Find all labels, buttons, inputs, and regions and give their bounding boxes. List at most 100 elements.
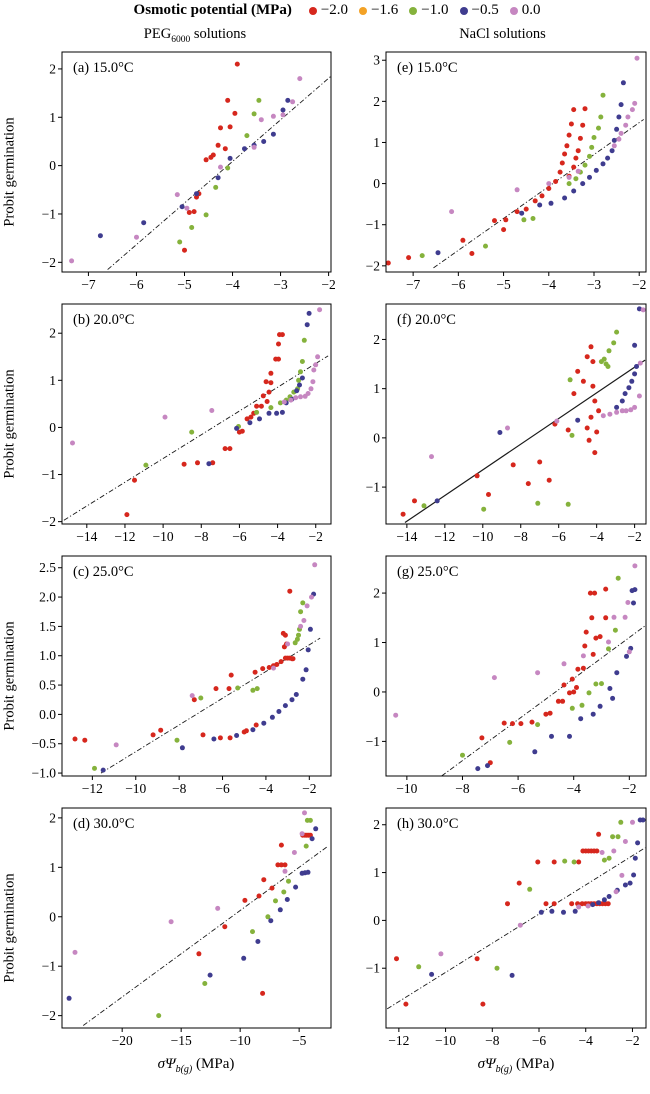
data-point [280,107,286,113]
data-point [636,393,642,399]
data-point [236,429,242,435]
data-point [510,462,516,468]
y-tick-label: 1.5 [39,619,56,634]
data-point [179,745,185,751]
data-point [217,735,223,741]
panel-h-series-blue [429,817,646,978]
data-point [518,721,524,727]
legend-item-3: −0.5 [459,2,499,19]
data-point [277,400,283,406]
data-point [158,727,164,733]
data-point [555,698,561,704]
data-point [517,922,523,928]
data-point [234,425,240,431]
data-point [571,164,577,170]
plot-frame [61,807,332,1029]
data-point [279,409,285,415]
data-point [546,477,552,483]
panel-b-series-blue [206,310,312,467]
panel-g-label: (g) 25.0°C [397,564,458,580]
data-point [70,440,75,446]
plot-frame [385,807,647,1029]
data-point [232,110,238,116]
data-point [632,371,638,377]
data-point [543,901,549,907]
data-point [271,665,276,671]
data-point [503,217,509,223]
data-point [189,693,195,699]
panel-d-series-blue [66,826,319,1001]
data-point [624,653,629,659]
data-point [299,375,305,381]
x-tick-label: −6 [451,277,466,292]
xaxis-titles: σΨb(g) (MPa) σΨb(g) (MPa) [0,1056,650,1086]
data-point [588,414,594,420]
data-point [269,885,275,891]
data-point [270,113,276,119]
data-point [258,117,264,123]
data-point [174,192,180,198]
data-point [196,951,202,957]
data-point [605,364,611,369]
plot-frame [61,51,332,273]
data-point [134,234,139,240]
y-tick-label: 0 [373,684,380,699]
data-point [282,868,288,874]
y-tick-label: 2 [373,332,380,347]
data-point [631,600,636,606]
data-point [203,212,209,218]
legend-dot-green-icon [409,6,418,15]
y-tick-label: −1 [366,480,380,495]
x-tick-label: −2 [309,529,323,544]
data-point [600,161,606,167]
x-tick-label: −6 [232,529,247,544]
legend-item-2: −1.0 [409,2,449,19]
fit-line [82,846,328,1026]
panel-f-series-green [421,329,620,512]
data-point [625,114,631,120]
x-tick-label: −7 [81,277,96,292]
data-point [299,870,305,876]
data-point [260,393,266,399]
data-point [215,905,221,911]
data-point [304,322,310,328]
panel-row-3: Probit germination −20 −15 −10 −5 −2 −1 0 1 2 (d) … [0,802,650,1054]
x-tick-label: −10 [125,781,146,796]
data-point [530,216,536,221]
y-tick-label: 0 [373,913,380,928]
data-point [198,695,204,701]
data-point [263,379,269,385]
legend-item-label: −1.0 [421,2,449,18]
data-point [491,675,497,681]
data-point [222,924,228,930]
y-tick-label: −2 [366,258,380,273]
data-point [537,459,543,465]
y-tick-label: 0 [49,158,56,173]
data-point [228,672,234,678]
data-point [521,217,527,223]
panel-g-series-plum [393,563,638,718]
data-point [189,429,195,435]
legend-item-label: −1.6 [371,2,399,18]
data-point [607,411,613,417]
fit-line [63,355,329,521]
y-tick-label: 0 [49,909,56,924]
data-point [562,151,568,157]
data-point [632,855,638,861]
data-point [260,666,266,672]
data-point [315,354,321,360]
data-point [299,831,305,837]
data-point [640,307,646,313]
data-point [416,964,422,970]
data-point [548,200,554,206]
data-point [580,378,586,384]
data-point [400,511,406,517]
data-point [227,735,233,741]
data-point [298,394,303,400]
data-point [311,367,317,373]
data-point [483,243,488,249]
panel-e-series-green [419,92,606,259]
data-point [611,137,617,143]
data-point [618,819,624,825]
panel-e-series-plum [449,55,640,215]
